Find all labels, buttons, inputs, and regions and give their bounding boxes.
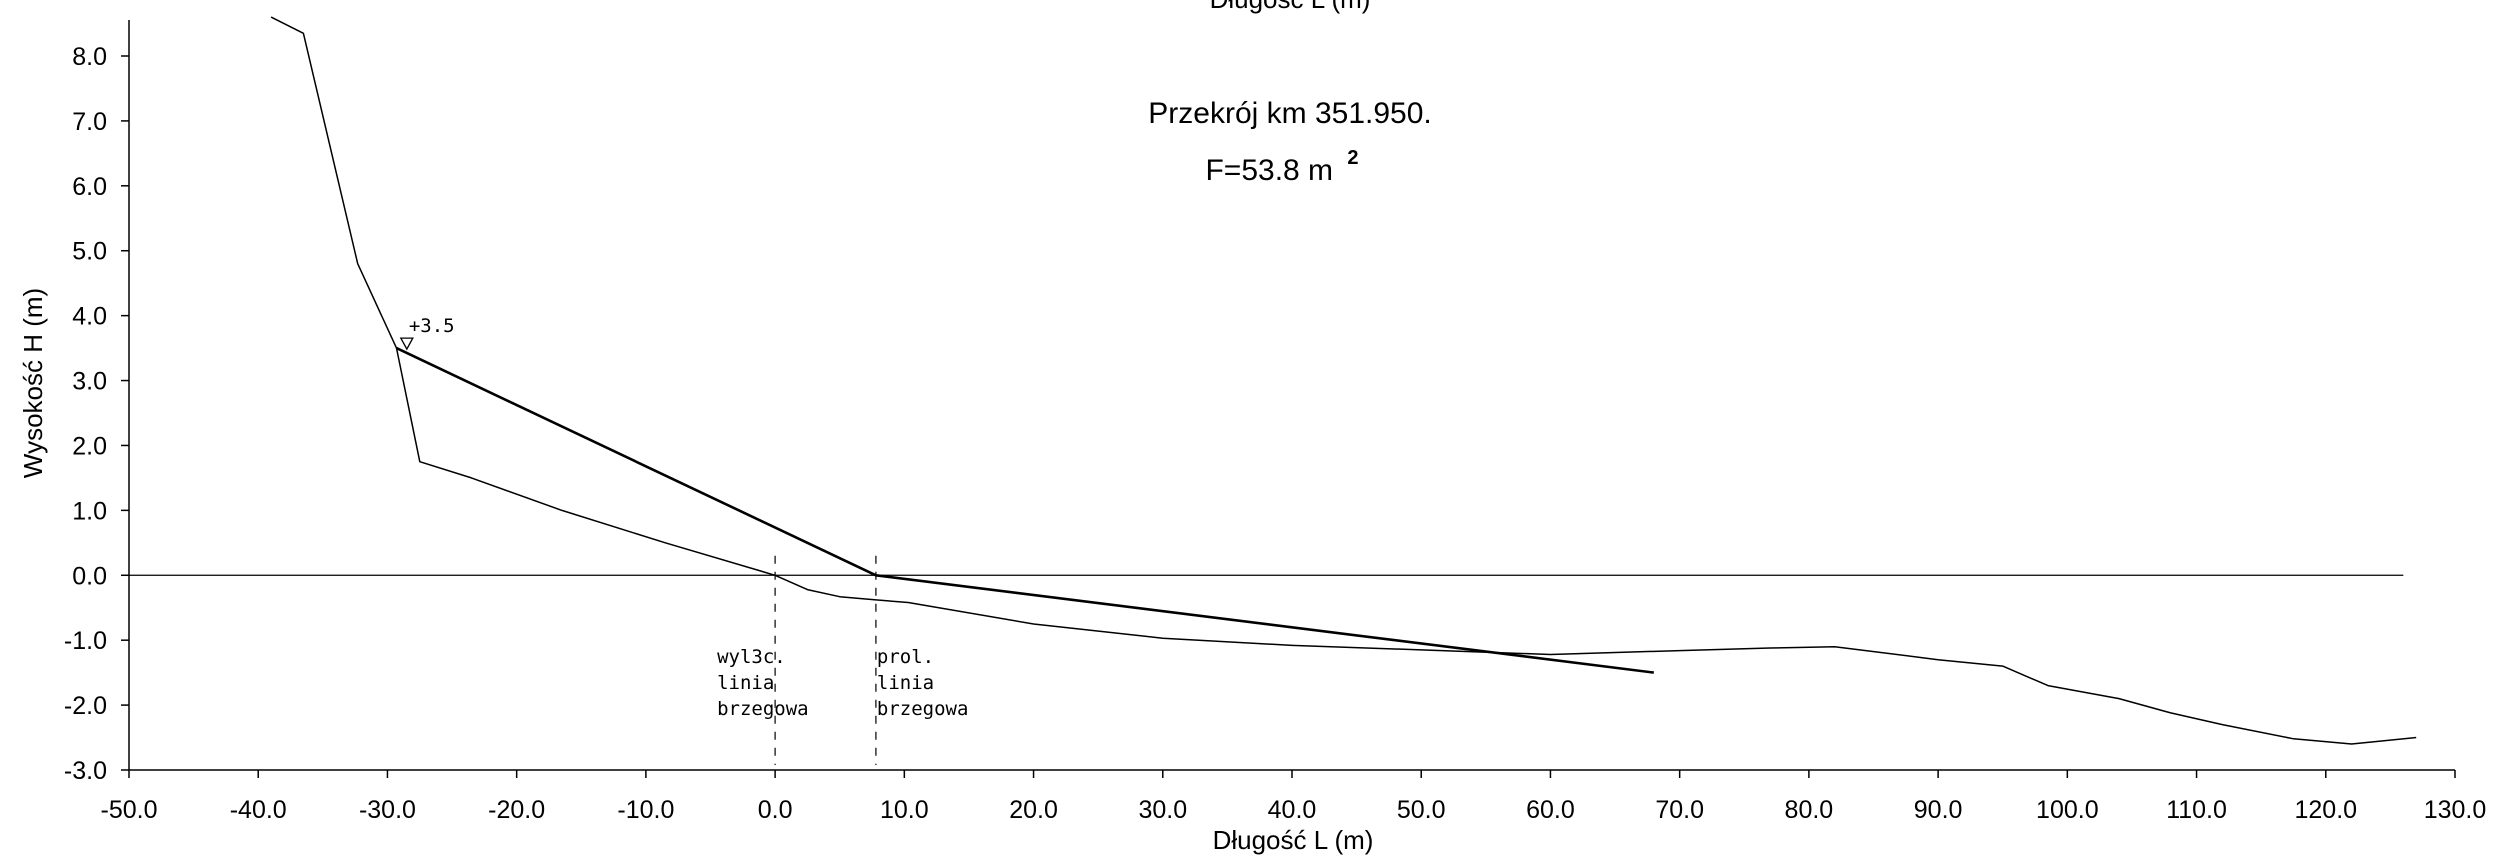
x-tick-label: 80.0	[1785, 796, 1834, 824]
x-tick-label: 60.0	[1526, 796, 1575, 824]
x-tick-label: -20.0	[488, 796, 545, 824]
shoreline-marker-label: linia	[717, 672, 774, 694]
shoreline-marker-label: wyl3c.	[717, 646, 786, 668]
chart-title: Przekrój km 351.950.	[1148, 97, 1431, 130]
terrain-profile-line	[270, 16, 2417, 745]
y-tick-label: 2.0	[72, 432, 107, 460]
x-tick-label: 100.0	[2036, 796, 2099, 824]
y-tick-label: 7.0	[72, 108, 107, 136]
water-level-label: +3.5	[409, 315, 455, 337]
shoreline-marker-label: linia	[877, 672, 934, 694]
markers-layer: wyl3c. linia brzegowa prol. linia brzegowa +3.…	[399, 315, 969, 765]
x-tick-label: 70.0	[1655, 796, 1704, 824]
y-tick-label: 0.0	[72, 562, 107, 590]
shoreline-marker-label: prol.	[877, 646, 934, 668]
x-tick-label: 10.0	[880, 796, 929, 824]
x-tick-label: 90.0	[1914, 796, 1963, 824]
x-tick-label: 50.0	[1397, 796, 1446, 824]
x-axis-title: Długość L (m)	[1213, 825, 1374, 855]
x-tick-label: -50.0	[101, 796, 158, 824]
x-tick-label: -30.0	[359, 796, 416, 824]
x-tick-label: 0.0	[758, 796, 793, 824]
y-tick-label: 5.0	[72, 238, 107, 266]
x-tick-label: 20.0	[1009, 796, 1058, 824]
y-axis-title: Wysokość H (m)	[18, 288, 48, 478]
y-tick-label: -3.0	[64, 757, 107, 785]
shoreline-marker-label: brzegowa	[717, 698, 809, 720]
y-tick-label: 1.0	[72, 497, 107, 525]
x-tick-label: 120.0	[2294, 796, 2357, 824]
design-profile-line	[395, 346, 1654, 674]
y-tick-label: -2.0	[64, 692, 107, 720]
area-subtitle: F=53.8 m 2	[1205, 147, 1358, 187]
shoreline-marker-label: brzegowa	[877, 698, 969, 720]
x-tick-label: 30.0	[1138, 796, 1187, 824]
y-tick-label: 4.0	[72, 303, 107, 331]
x-tick-label: 40.0	[1268, 796, 1317, 824]
area-subtitle-main: F=53.8 m	[1205, 154, 1333, 187]
x-tick-label: 110.0	[2166, 796, 2227, 824]
axes	[128, 20, 2455, 771]
water-level-triangle-icon	[399, 337, 414, 351]
y-tick-label: 8.0	[72, 43, 107, 71]
x-tick-label: 130.0	[2424, 796, 2487, 824]
top-axis-title: Długość L (m)	[1210, 0, 1371, 14]
x-tick-label: -10.0	[617, 796, 674, 824]
y-tick-label: 6.0	[72, 173, 107, 201]
area-subtitle-sup: 2	[1347, 147, 1358, 169]
y-tick-label: -1.0	[64, 627, 107, 655]
ticks-layer: -50.0 -40.0 -30.0 -20.0 -10.0 0.0 10.0 20.0 30.0…	[64, 43, 2486, 824]
x-tick-label: -40.0	[230, 796, 287, 824]
y-tick-label: 3.0	[72, 368, 107, 396]
